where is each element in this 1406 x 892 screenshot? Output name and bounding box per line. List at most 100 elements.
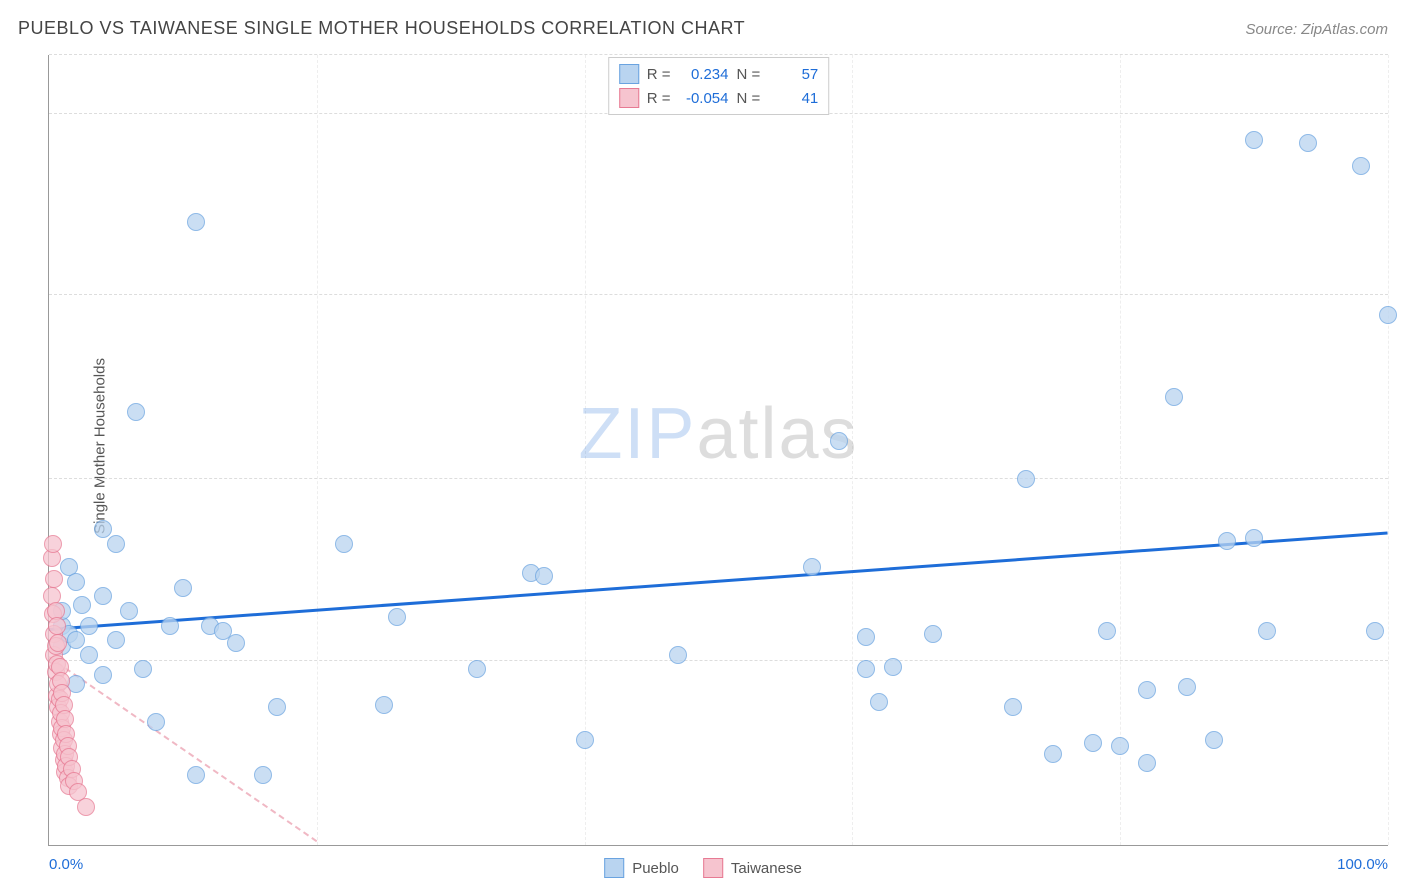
gridline-h (49, 478, 1388, 479)
data-point (48, 617, 66, 635)
n-label: N = (737, 66, 761, 83)
data-point (924, 625, 942, 643)
data-point (468, 660, 486, 678)
n-value-pueblo: 57 (768, 66, 818, 83)
series-legend: Pueblo Taiwanese (604, 858, 802, 878)
data-point (187, 213, 205, 231)
data-point (94, 520, 112, 538)
gridline-v (317, 55, 318, 845)
data-point (1218, 532, 1236, 550)
y-tick-label: 6.3% (1393, 635, 1406, 652)
data-point (830, 432, 848, 450)
data-point (1004, 698, 1022, 716)
data-point (1138, 681, 1156, 699)
data-point (77, 798, 95, 816)
y-tick-label: 18.8% (1393, 269, 1406, 286)
data-point (1245, 131, 1263, 149)
data-point (107, 535, 125, 553)
data-point (1098, 622, 1116, 640)
correlation-row-taiwanese: R = -0.054 N = 41 (619, 86, 819, 110)
data-point (1017, 470, 1035, 488)
data-point (1084, 734, 1102, 752)
data-point (134, 660, 152, 678)
data-point (44, 535, 62, 553)
data-point (49, 634, 67, 652)
data-point (335, 535, 353, 553)
data-point (803, 558, 821, 576)
gridline-v (1120, 55, 1121, 845)
data-point (857, 628, 875, 646)
legend-label-taiwanese: Taiwanese (731, 860, 802, 877)
data-point (73, 596, 91, 614)
trend-line (49, 532, 1388, 632)
legend-item-taiwanese: Taiwanese (703, 858, 802, 878)
data-point (1379, 306, 1397, 324)
data-point (1178, 678, 1196, 696)
gridline-h (49, 294, 1388, 295)
data-point (67, 631, 85, 649)
data-point (535, 567, 553, 585)
legend-item-pueblo: Pueblo (604, 858, 679, 878)
r-label: R = (647, 90, 671, 107)
data-point (174, 579, 192, 597)
data-point (669, 646, 687, 664)
gridline-v (585, 55, 586, 845)
data-point (187, 766, 205, 784)
data-point (1258, 622, 1276, 640)
data-point (375, 696, 393, 714)
r-value-pueblo: 0.234 (679, 66, 729, 83)
data-point (1366, 622, 1384, 640)
data-point (1205, 731, 1223, 749)
data-point (67, 573, 85, 591)
x-tick-label: 100.0% (1337, 856, 1388, 873)
chart-source: Source: ZipAtlas.com (1245, 21, 1388, 38)
chart-header: PUEBLO VS TAIWANESE SINGLE MOTHER HOUSEH… (18, 18, 1388, 39)
data-point (80, 617, 98, 635)
data-point (45, 570, 63, 588)
data-point (1299, 134, 1317, 152)
data-point (388, 608, 406, 626)
n-value-taiwanese: 41 (768, 90, 818, 107)
watermark-zip: ZIP (578, 394, 696, 474)
swatch-pueblo (604, 858, 624, 878)
y-tick-label: 25.0% (1393, 88, 1406, 105)
data-point (94, 666, 112, 684)
y-tick-label: 12.5% (1393, 454, 1406, 471)
data-point (120, 602, 138, 620)
data-point (857, 660, 875, 678)
data-point (127, 403, 145, 421)
correlation-row-pueblo: R = 0.234 N = 57 (619, 62, 819, 86)
chart-plot-area: ZIPatlas R = 0.234 N = 57 R = -0.054 N =… (48, 55, 1388, 846)
chart-title: PUEBLO VS TAIWANESE SINGLE MOTHER HOUSEH… (18, 18, 745, 39)
data-point (1165, 388, 1183, 406)
data-point (161, 617, 179, 635)
data-point (227, 634, 245, 652)
swatch-pueblo (619, 64, 639, 84)
data-point (884, 658, 902, 676)
data-point (1245, 529, 1263, 547)
correlation-legend: R = 0.234 N = 57 R = -0.054 N = 41 (608, 57, 830, 115)
gridline-h (49, 54, 1388, 55)
swatch-taiwanese (703, 858, 723, 878)
data-point (870, 693, 888, 711)
n-label: N = (737, 90, 761, 107)
data-point (1352, 157, 1370, 175)
gridline-v (1388, 55, 1389, 845)
watermark: ZIPatlas (578, 393, 858, 475)
data-point (576, 731, 594, 749)
data-point (254, 766, 272, 784)
gridline-v (852, 55, 853, 845)
swatch-taiwanese (619, 88, 639, 108)
data-point (80, 646, 98, 664)
data-point (147, 713, 165, 731)
data-point (1138, 754, 1156, 772)
data-point (1044, 745, 1062, 763)
data-point (107, 631, 125, 649)
data-point (1111, 737, 1129, 755)
r-value-taiwanese: -0.054 (679, 90, 729, 107)
x-tick-label: 0.0% (49, 856, 83, 873)
r-label: R = (647, 66, 671, 83)
data-point (268, 698, 286, 716)
legend-label-pueblo: Pueblo (632, 860, 679, 877)
gridline-h (49, 660, 1388, 661)
